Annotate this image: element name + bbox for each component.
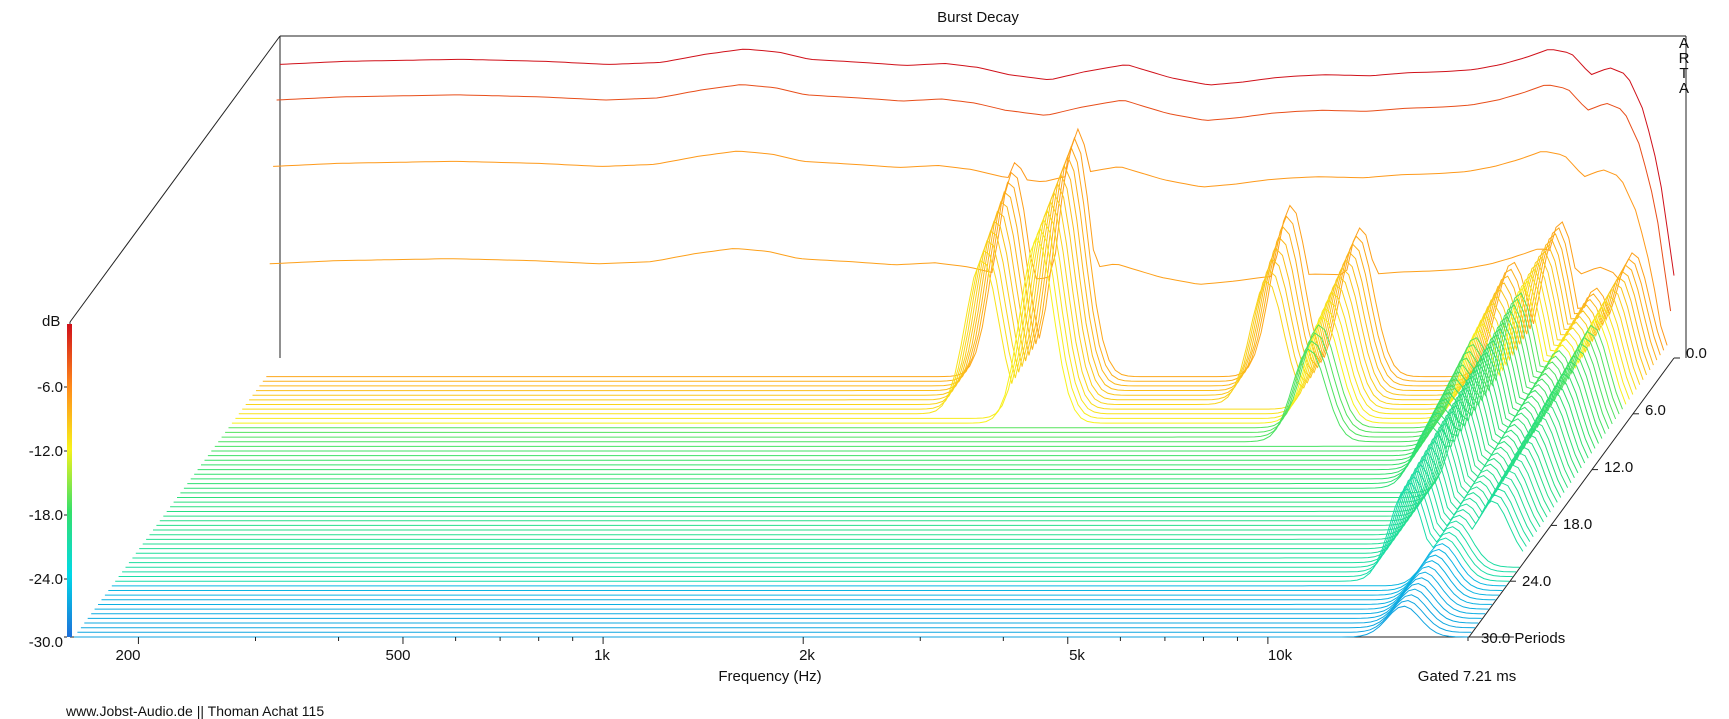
- waterfall-slice: [112, 544, 1506, 586]
- waterfall-slice: [91, 578, 1485, 614]
- waterfall-slice: [108, 549, 1502, 590]
- watermark-letter: A: [1677, 81, 1691, 96]
- gating-label: Gated 7.21 ms: [1418, 668, 1516, 686]
- x-tick-label: 1k: [594, 647, 610, 665]
- x-tick-label: 500: [385, 647, 410, 665]
- waterfall-slice: [184, 370, 1578, 488]
- waterfall-slice: [163, 406, 1557, 516]
- depth-tick-label: 6.0: [1645, 402, 1666, 420]
- waterfall-slice: [170, 394, 1564, 507]
- waterfall-slice: [222, 305, 1616, 437]
- waterfall-slice: [256, 174, 1650, 390]
- arta-watermark: A R T A: [1677, 36, 1691, 96]
- waterfall-curves: [74, 49, 1674, 637]
- waterfall-slice: [211, 323, 1605, 451]
- chart-title: Burst Decay: [937, 9, 1019, 27]
- waterfall-slice: [150, 430, 1544, 535]
- footer-credit: www.Jobst-Audio.de || Thoman Achat 115: [66, 703, 324, 719]
- waterfall-slice: [105, 555, 1499, 595]
- waterfall-slice: [153, 424, 1547, 530]
- axis-ticks: [64, 358, 1680, 644]
- waterfall-slice: [239, 220, 1633, 414]
- depth-tick-label: 18.0: [1563, 516, 1592, 534]
- z-tick-label: -24.0: [29, 571, 63, 589]
- waterfall-slice: [273, 129, 1667, 345]
- z-tick-label: -6.0: [37, 379, 63, 397]
- z-tick-label: -12.0: [29, 443, 63, 461]
- waterfall-slice: [242, 211, 1636, 410]
- waterfall-slice: [246, 202, 1640, 405]
- z-tick-label: -30.0: [29, 634, 63, 652]
- waterfall-slice: [88, 584, 1482, 619]
- depth-tick-label: 30.0 Periods: [1481, 630, 1565, 648]
- depth-tick-label: 24.0: [1522, 573, 1551, 591]
- plot-frame: [70, 36, 1686, 637]
- x-tick-label: 200: [115, 647, 140, 665]
- colorbar-gradient: [67, 324, 72, 637]
- watermark-letter: T: [1677, 66, 1691, 81]
- waterfall-slice: [253, 183, 1647, 395]
- waterfall-slice: [235, 229, 1629, 419]
- waterfall-slice: [174, 388, 1568, 502]
- watermark-letter: R: [1677, 51, 1691, 66]
- x-tick-label: 5k: [1069, 647, 1085, 665]
- waterfall-slice: [270, 138, 1664, 350]
- waterfall-slice: [259, 165, 1653, 386]
- x-axis-label: Frequency (Hz): [718, 668, 821, 686]
- waterfall-slice: [136, 453, 1530, 553]
- depth-tick-label: 12.0: [1604, 459, 1633, 477]
- waterfall-slice: [180, 376, 1574, 493]
- db-colorbar: [67, 324, 72, 637]
- x-tick-label: 2k: [799, 647, 815, 665]
- waterfall-slice: [102, 561, 1496, 600]
- depth-guide-line: [70, 36, 280, 322]
- waterfall-slice: [229, 293, 1623, 428]
- waterfall-slice: [249, 192, 1643, 400]
- z-axis-label: dB: [42, 313, 60, 331]
- burst-decay-plot: [0, 0, 1729, 719]
- x-tick-label: 10k: [1268, 647, 1292, 665]
- watermark-letter: A: [1677, 36, 1691, 51]
- waterfall-slice: [225, 299, 1619, 432]
- z-tick-label: -18.0: [29, 507, 63, 525]
- waterfall-slice: [129, 465, 1523, 562]
- depth-tick-label: 0.0: [1686, 345, 1707, 363]
- waterfall-slice: [263, 156, 1657, 381]
- waterfall-slice: [156, 418, 1550, 526]
- waterfall-slice: [187, 364, 1581, 483]
